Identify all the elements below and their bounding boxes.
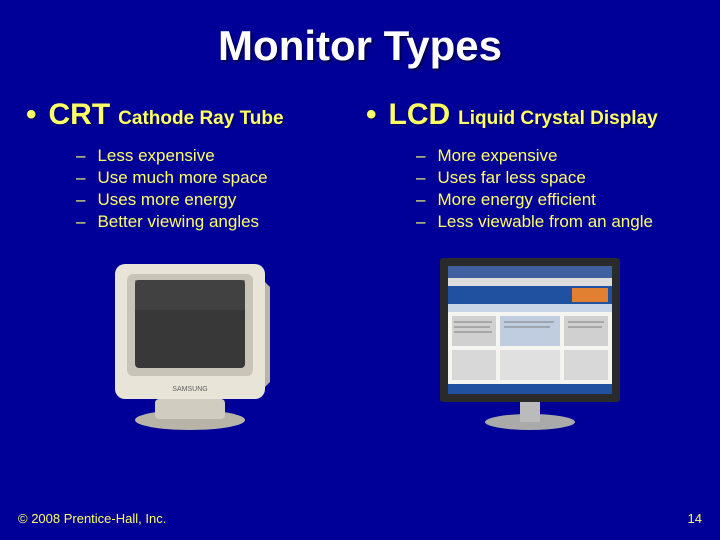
crt-image-holder: SAMSUNG — [20, 252, 360, 432]
item-text: More expensive — [437, 146, 557, 166]
list-item: –Less expensive — [76, 146, 360, 166]
left-column: • CRT Cathode Ray Tube –Less expensive –… — [20, 98, 360, 234]
item-text: Less expensive — [97, 146, 214, 166]
slide-footer: © 2008 Prentice-Hall, Inc. 14 — [18, 511, 702, 526]
item-text: More energy efficient — [437, 190, 595, 210]
list-item: –Use much more space — [76, 168, 360, 188]
crt-monitor-icon: SAMSUNG — [85, 252, 295, 432]
dash-icon: – — [76, 146, 85, 166]
item-text: Better viewing angles — [97, 212, 259, 232]
list-item: –Uses more energy — [76, 190, 360, 210]
dash-icon: – — [416, 168, 425, 188]
dash-icon: – — [416, 212, 425, 232]
crt-heading: • CRT Cathode Ray Tube — [20, 98, 360, 132]
list-item: –Less viewable from an angle — [416, 212, 700, 232]
bullet-icon: • — [366, 98, 377, 132]
lcd-heading: • LCD Liquid Crystal Display — [360, 98, 700, 132]
slide-title: Monitor Types — [0, 0, 720, 70]
lcd-sublist: –More expensive –Uses far less space –Mo… — [416, 146, 700, 232]
crt-sublist: –Less expensive –Use much more space –Us… — [76, 146, 360, 232]
dash-icon: – — [416, 190, 425, 210]
dash-icon: – — [76, 168, 85, 188]
list-item: –Uses far less space — [416, 168, 700, 188]
dash-icon: – — [76, 212, 85, 232]
lcd-expansion: Liquid Crystal Display — [458, 108, 658, 130]
crt-abbr: CRT — [49, 98, 111, 132]
right-column: • LCD Liquid Crystal Display –More expen… — [360, 98, 700, 234]
item-text: Uses more energy — [97, 190, 236, 210]
crt-expansion: Cathode Ray Tube — [118, 108, 283, 130]
list-item: –More expensive — [416, 146, 700, 166]
item-text: Use much more space — [97, 168, 267, 188]
page-number: 14 — [688, 511, 702, 526]
lcd-image-holder — [360, 252, 700, 432]
item-text: Less viewable from an angle — [437, 212, 652, 232]
dash-icon: – — [76, 190, 85, 210]
svg-text:SAMSUNG: SAMSUNG — [172, 386, 207, 393]
item-text: Uses far less space — [437, 168, 585, 188]
list-item: –More energy efficient — [416, 190, 700, 210]
lcd-monitor-icon — [420, 252, 640, 432]
list-item: –Better viewing angles — [76, 212, 360, 232]
content-columns: • CRT Cathode Ray Tube –Less expensive –… — [0, 98, 720, 234]
lcd-abbr: LCD — [389, 98, 451, 132]
bullet-icon: • — [26, 98, 37, 132]
copyright-text: © 2008 Prentice-Hall, Inc. — [18, 511, 166, 526]
dash-icon: – — [416, 146, 425, 166]
illustrations-row: SAMSUNG — [0, 252, 720, 432]
